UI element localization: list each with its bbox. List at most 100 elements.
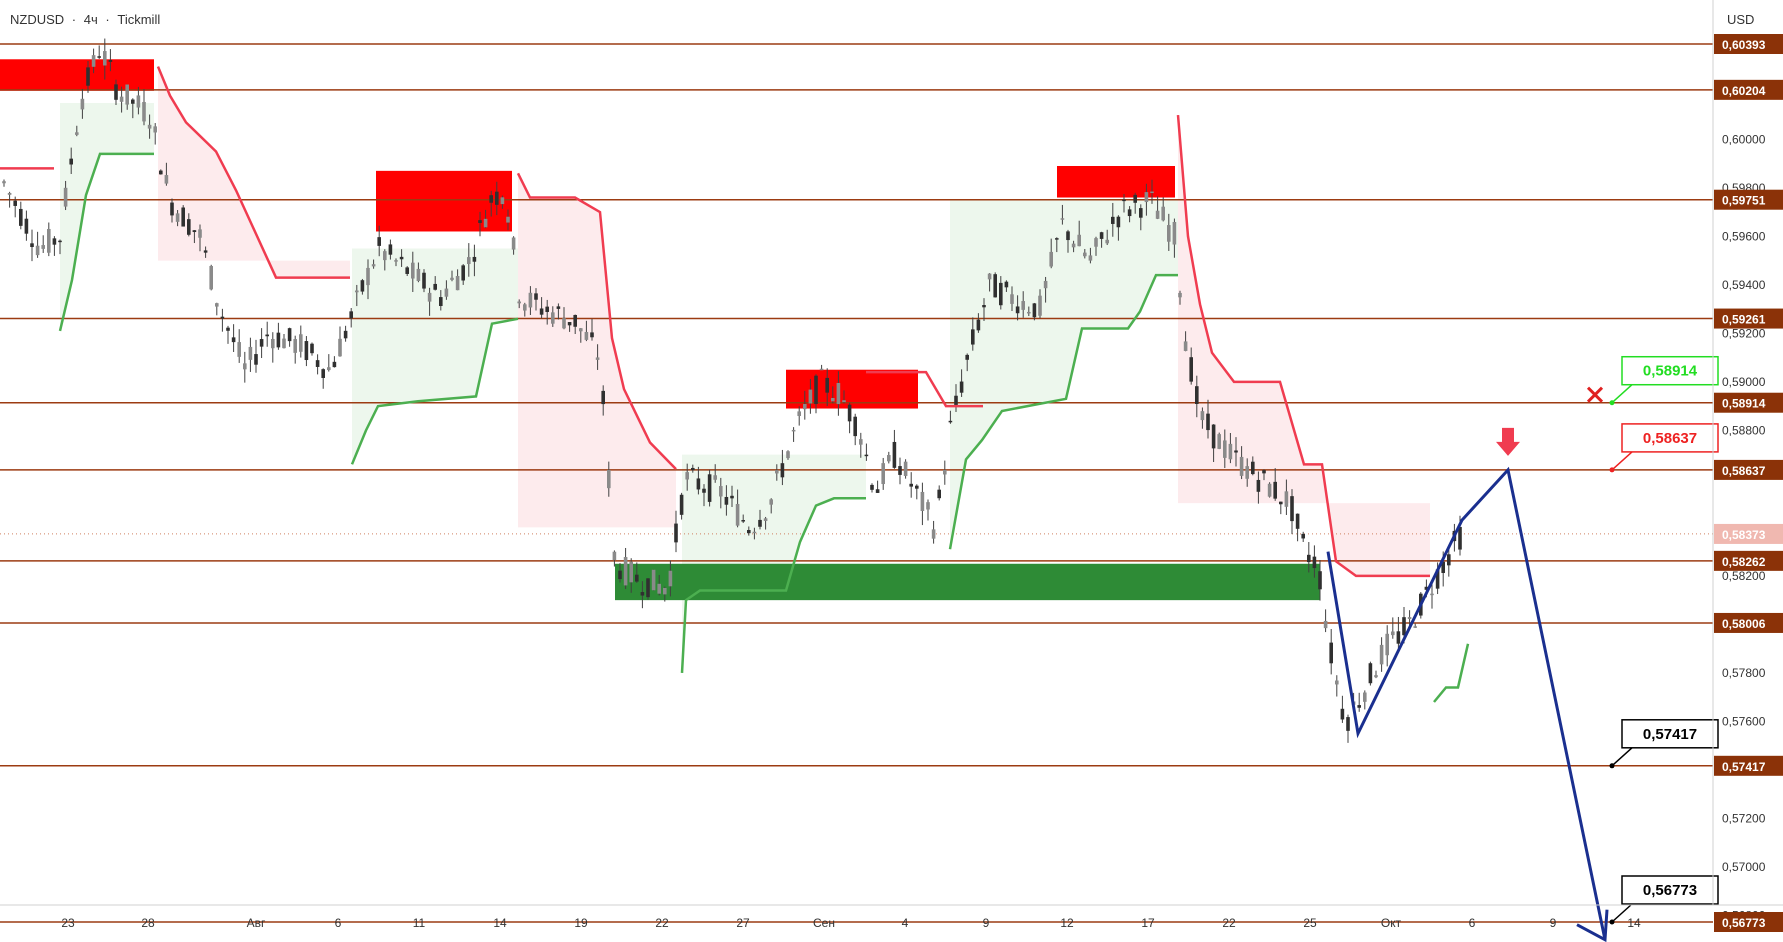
candle-body: [103, 51, 107, 66]
candle-body: [411, 262, 415, 279]
candle-body: [444, 288, 449, 297]
candle-body: [422, 272, 426, 289]
callout-anchor: [1609, 400, 1615, 406]
trailing-stop-lines: [0, 66, 1470, 703]
candle-body: [959, 381, 964, 393]
candle-body: [825, 377, 829, 393]
candle-body: [433, 283, 437, 290]
callout-anchor: [1609, 467, 1615, 473]
candle-body: [567, 322, 572, 326]
candle-body: [287, 328, 292, 342]
candle-body: [399, 256, 404, 260]
candle-body: [198, 229, 202, 238]
candle-body: [1066, 231, 1070, 241]
candle-body: [814, 375, 818, 405]
candle-body: [618, 570, 622, 580]
candle-body: [1077, 234, 1081, 247]
symbol-name: NZDUSD: [10, 12, 64, 27]
candle-body: [556, 306, 561, 309]
candle-body: [1083, 252, 1087, 257]
supply-zone: [376, 170, 512, 232]
candle-body: [1340, 708, 1345, 720]
candle-body: [1284, 491, 1289, 507]
candle-body: [864, 454, 869, 457]
level-price-label: 0,59261: [1722, 313, 1766, 327]
candle-body: [836, 382, 841, 405]
candle-body: [41, 245, 45, 249]
candle-body: [987, 273, 992, 280]
candle-body: [1273, 481, 1277, 499]
candle-body: [971, 329, 975, 345]
candle-body: [976, 319, 981, 331]
candle-body: [735, 503, 740, 526]
candle-body: [215, 303, 219, 307]
time-tick-label: 14: [1627, 916, 1641, 930]
level-price-label: 0,58262: [1722, 555, 1766, 569]
candle-body: [1144, 192, 1149, 203]
candle-body: [1279, 501, 1283, 505]
time-tick-label: Сен: [813, 916, 835, 930]
price-tick-label: 0,59400: [1722, 278, 1766, 292]
candle-body: [679, 494, 684, 515]
candle-body: [52, 238, 57, 245]
candle-body: [1217, 434, 1221, 449]
candle-body: [416, 268, 421, 281]
candle-body: [131, 99, 135, 104]
candle-body: [388, 244, 393, 255]
bullish-trailing-stop: [680, 497, 866, 673]
candle-body: [30, 243, 34, 248]
level-price-label: 0,56773: [1722, 916, 1766, 930]
candle-body: [646, 578, 650, 598]
candle-body: [511, 237, 516, 250]
callout-label: 0,56773: [1643, 882, 1697, 899]
candle-body: [181, 207, 185, 227]
bearish-trailing-stop: [1176, 114, 1430, 578]
candle-body: [175, 213, 180, 222]
candle-body: [1239, 456, 1244, 476]
candle-body: [1027, 311, 1031, 314]
time-axis[interactable]: 23 28 Авг 6 11 14 19 22 27 Сен 4 9 12 17 22 25 Окт 6 9 14: [61, 916, 1641, 930]
time-tick-label: Авг: [247, 916, 266, 930]
price-tick-label: 0,58200: [1722, 569, 1766, 583]
candle-body: [1088, 255, 1093, 261]
candle-body: [1161, 206, 1165, 221]
candle-body: [1004, 281, 1009, 288]
candle-body: [691, 467, 695, 471]
candle-body: [355, 290, 359, 293]
candle-body: [1228, 443, 1233, 460]
candle-body: [1094, 238, 1098, 247]
supply-zone: [0, 59, 154, 91]
bullish-trailing-stop: [58, 152, 154, 332]
candle-body: [1295, 513, 1300, 529]
time-tick-label: 17: [1141, 916, 1155, 930]
candle-body: [1368, 663, 1373, 684]
callout-box: [1621, 423, 1719, 453]
candle-body: [635, 574, 639, 582]
candle-body: [1049, 251, 1053, 267]
candle-body: [119, 96, 124, 102]
candle-body: [1189, 357, 1193, 382]
time-tick-label: 22: [655, 916, 669, 930]
level-price-box: [1714, 912, 1783, 932]
candle-body: [226, 327, 230, 331]
candle-body: [366, 267, 370, 286]
candle-body: [1267, 483, 1272, 497]
candle-body: [1178, 292, 1182, 298]
candle-body: [534, 293, 538, 300]
candle-body: [1312, 556, 1317, 569]
candle-body: [915, 485, 919, 489]
currency-label[interactable]: USD: [1727, 12, 1754, 27]
candle-body: [819, 368, 824, 371]
candle-body: [623, 557, 628, 586]
price-tick-label: 0,57200: [1722, 811, 1766, 825]
candle-body: [371, 264, 376, 267]
candle-body: [338, 338, 342, 357]
callout-label: 0,58914: [1643, 363, 1698, 380]
candle-body: [164, 175, 169, 184]
time-tick-label: 9: [983, 916, 990, 930]
candle-body: [80, 98, 85, 110]
candle-body: [769, 499, 773, 505]
candle-body: [1430, 593, 1434, 596]
candle-body: [1379, 644, 1384, 665]
